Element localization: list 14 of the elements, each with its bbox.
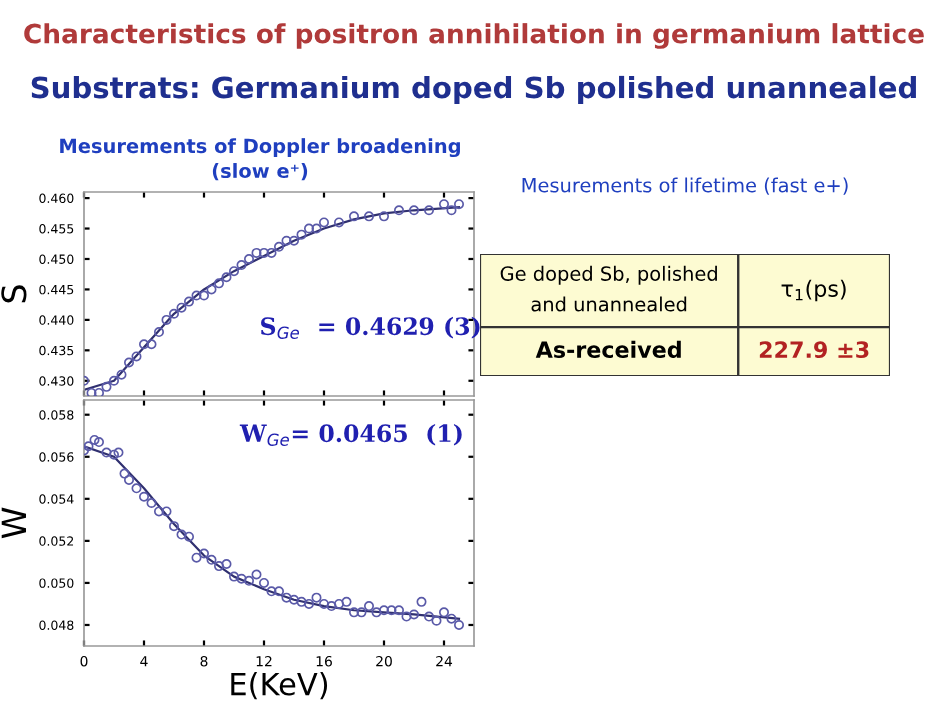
text: 227.9 ±3 [759,341,869,359]
y-axis-title: W [1,507,26,539]
text: Substrats: Germanium doped Sb polished unannealed [31,75,916,105]
annotation: W$_{Ge}$= 0.0465 (1) [239,423,462,446]
text: Mesurements of lifetime (fast e+) [522,177,848,195]
x-axis-title: E(KeV) [231,671,328,700]
text: Characteristics of positron annihilation in germanium lattice [24,23,924,49]
line-series [84,445,461,620]
text: S$_{Ge}$ = 0.4629 (3) [261,316,480,339]
text: Ge doped Sb, polished and unannealed [500,265,717,312]
y-axis-title: S [1,285,27,303]
text: τ$_{1}$(ps) [781,279,846,302]
chart-title: Mesurements of Doppler broadening (slow e⁺) [60,138,460,181]
text: As-received [535,340,681,359]
